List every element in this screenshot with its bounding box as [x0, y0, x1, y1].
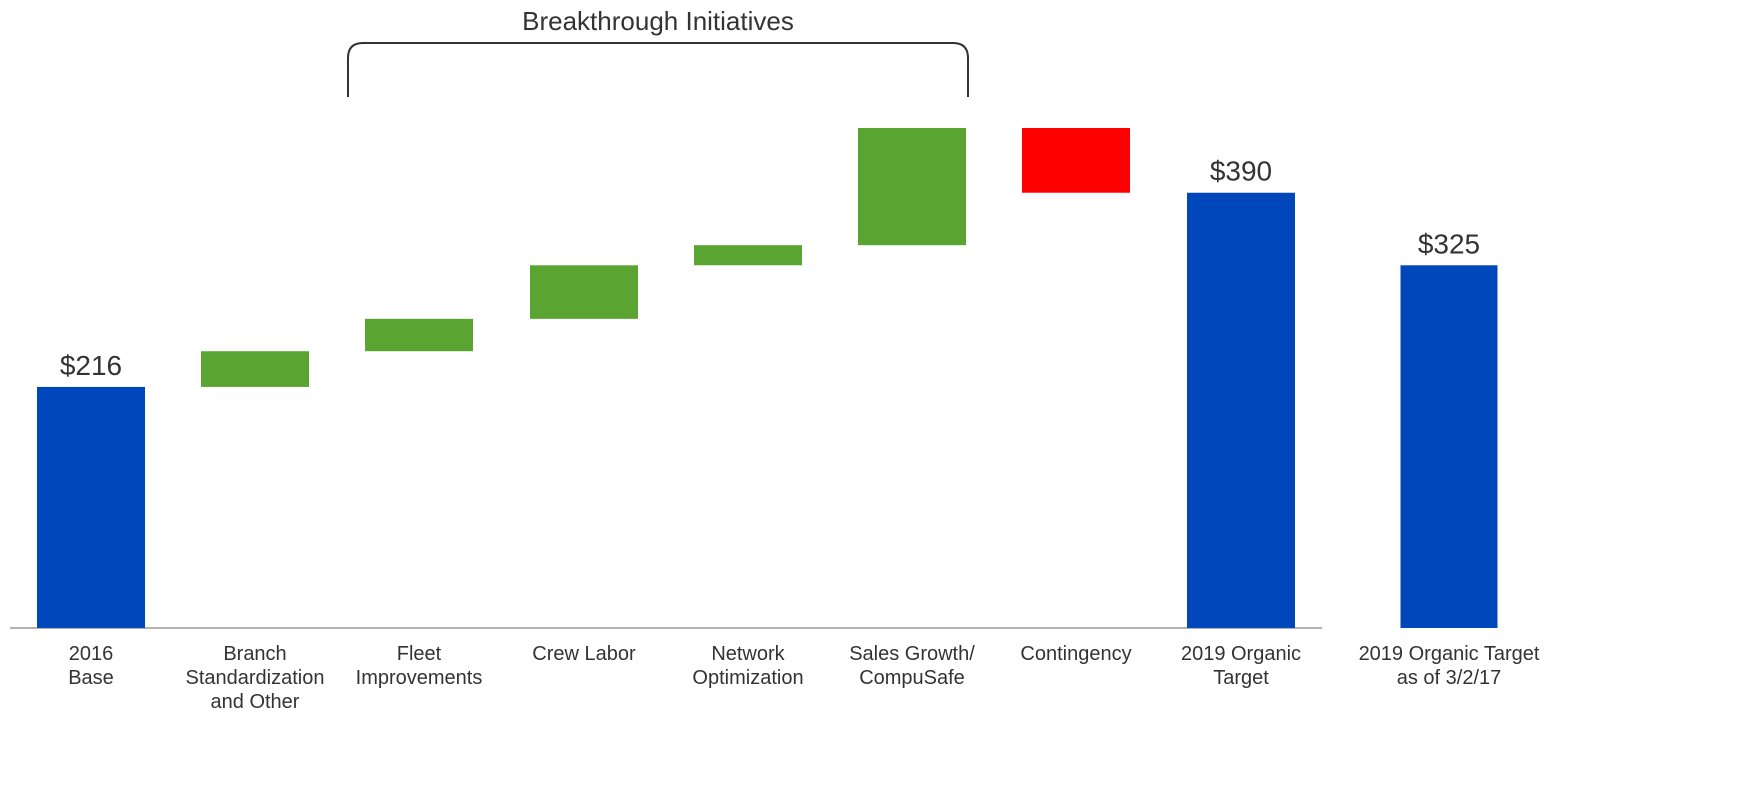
x-tick-label: 2019 Organic Target [1181, 643, 1301, 689]
x-tick-label: Crew Labor [532, 643, 636, 665]
x-tick-label: Network Optimization [692, 643, 803, 689]
value-label: $216 [60, 350, 122, 381]
x-tick-label: Contingency [1020, 643, 1131, 665]
bar [1022, 128, 1130, 193]
annotation-bracket [347, 42, 969, 97]
bar [1187, 192, 1295, 628]
x-tick-label: Branch Standardization and Other [186, 643, 325, 713]
bar [201, 351, 309, 387]
value-label: $325 [1418, 228, 1480, 259]
bar [1400, 265, 1498, 628]
bar [858, 128, 966, 246]
x-tick-label: Fleet Improvements [356, 643, 483, 689]
annotation-text: Breakthrough Initiatives [522, 6, 794, 36]
bar [530, 265, 638, 319]
value-label: $390 [1210, 156, 1272, 187]
bar [365, 318, 473, 352]
bar [694, 245, 802, 266]
bar [37, 386, 145, 628]
x-tick-label: 2019 Organic Target as of 3/2/17 [1359, 643, 1540, 689]
x-tick-label: Sales Growth/CompuSafe [849, 643, 975, 689]
x-tick-label: 2016 Base [68, 643, 114, 689]
